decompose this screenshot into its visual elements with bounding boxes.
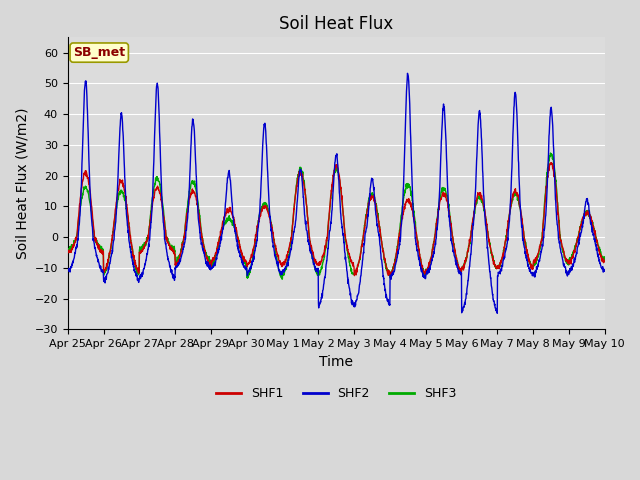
X-axis label: Time: Time [319,355,353,369]
Text: SB_met: SB_met [73,46,125,59]
Y-axis label: Soil Heat Flux (W/m2): Soil Heat Flux (W/m2) [15,108,29,259]
Title: Soil Heat Flux: Soil Heat Flux [279,15,394,33]
Legend: SHF1, SHF2, SHF3: SHF1, SHF2, SHF3 [211,382,461,405]
